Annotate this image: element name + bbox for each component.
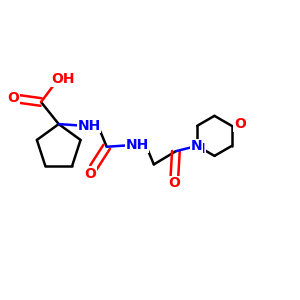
Text: NH: NH xyxy=(125,138,149,152)
Text: O: O xyxy=(85,167,97,181)
Text: N: N xyxy=(194,142,205,156)
Text: O: O xyxy=(234,117,246,131)
Text: NH: NH xyxy=(77,118,101,133)
Text: O: O xyxy=(169,176,180,190)
Text: N: N xyxy=(191,140,202,154)
Text: O: O xyxy=(8,91,19,105)
Text: OH: OH xyxy=(51,72,74,86)
